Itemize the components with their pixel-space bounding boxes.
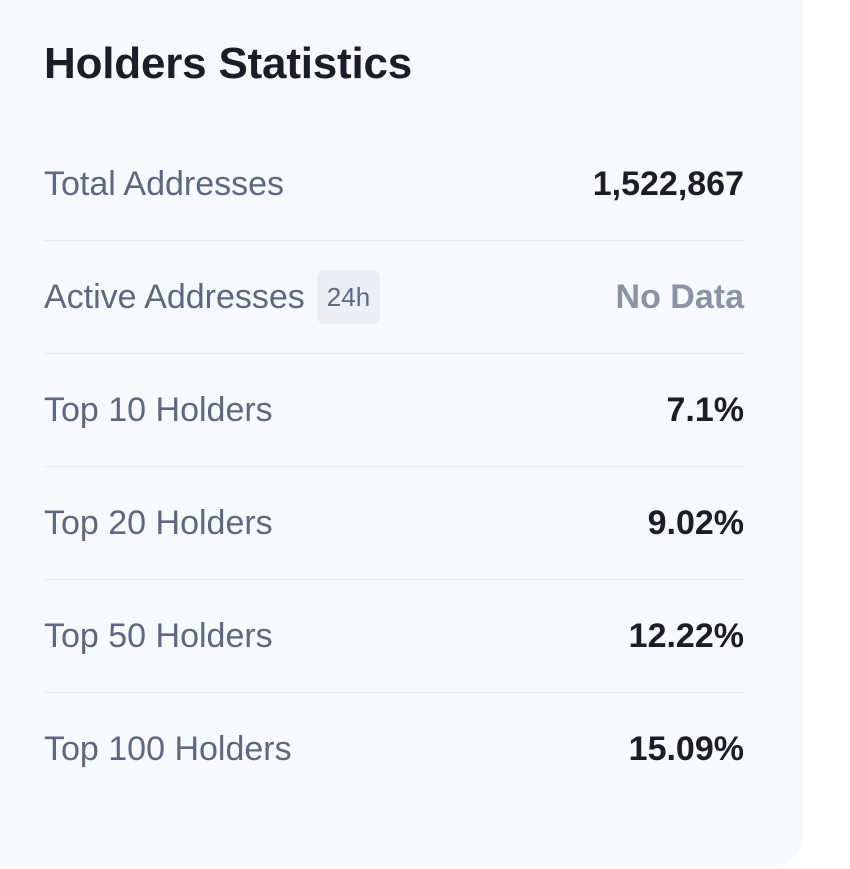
holders-statistics-card: Holders Statistics Total Addresses 1,522… bbox=[44, 39, 744, 806]
stat-value: 12.22% bbox=[628, 616, 744, 655]
stat-label: Top 10 Holders bbox=[44, 390, 273, 429]
stat-row-total-addresses: Total Addresses 1,522,867 bbox=[44, 128, 744, 241]
time-range-badge: 24h bbox=[316, 270, 381, 324]
stat-label-wrap: Top 10 Holders bbox=[44, 391, 273, 430]
stat-value: 9.02% bbox=[647, 503, 744, 542]
stat-row-top-20-holders: Top 20 Holders 9.02% bbox=[44, 467, 744, 580]
stat-label-wrap: Top 100 Holders bbox=[44, 730, 292, 769]
stat-label: Active Addresses bbox=[44, 277, 305, 316]
stat-value: No Data bbox=[615, 277, 744, 316]
stat-label-wrap: Top 20 Holders bbox=[44, 504, 273, 543]
stat-label: Top 100 Holders bbox=[44, 730, 292, 768]
stat-row-top-100-holders: Top 100 Holders 15.09% bbox=[44, 693, 744, 806]
stat-value: 7.1% bbox=[666, 390, 745, 429]
stat-label: Top 50 Holders bbox=[44, 616, 273, 655]
stats-list: Total Addresses 1,522,867 Active Address… bbox=[44, 128, 744, 806]
stat-row-top-10-holders: Top 10 Holders 7.1% bbox=[44, 354, 744, 467]
stat-label: Top 20 Holders bbox=[44, 503, 273, 542]
stat-value: 15.09% bbox=[628, 730, 744, 768]
card-title: Holders Statistics bbox=[44, 39, 413, 88]
stat-label-wrap: Total Addresses bbox=[44, 165, 284, 204]
stat-row-active-addresses: Active Addresses 24h No Data bbox=[44, 241, 744, 354]
stat-label-wrap: Top 50 Holders bbox=[44, 617, 273, 656]
stat-value: 1,522,867 bbox=[592, 164, 744, 203]
stat-label-wrap: Active Addresses 24h bbox=[44, 270, 381, 324]
stat-row-top-50-holders: Top 50 Holders 12.22% bbox=[44, 580, 744, 693]
stat-label: Total Addresses bbox=[44, 164, 285, 203]
